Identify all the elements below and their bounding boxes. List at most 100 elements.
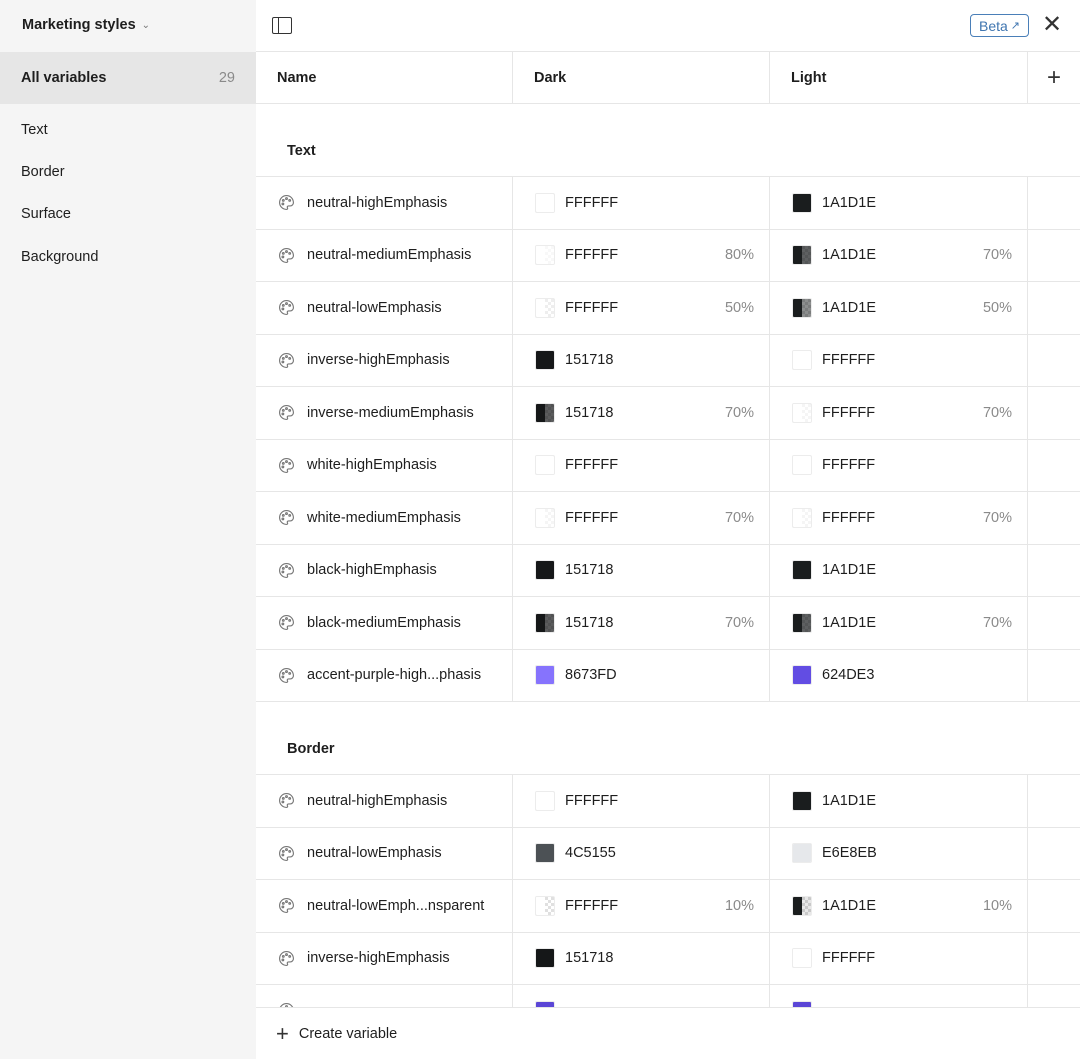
color-swatch[interactable] — [535, 560, 555, 581]
light-value-cell[interactable]: 1A1D1E — [770, 775, 1028, 827]
dark-value-cell[interactable]: 151718 — [513, 932, 770, 984]
dark-value-cell[interactable] — [513, 985, 770, 1007]
variable-name-cell[interactable]: white-mediumEmphasis — [256, 492, 513, 544]
variable-name-cell[interactable]: accent-purple-high...phasis — [256, 649, 513, 701]
color-swatch[interactable] — [792, 507, 812, 528]
dark-value-cell[interactable]: FFFFFF — [513, 439, 770, 491]
variable-name-cell[interactable]: black-highEmphasis — [256, 544, 513, 596]
color-swatch[interactable] — [535, 843, 555, 864]
variable-name-cell[interactable]: inverse-mediumEmphasis — [256, 387, 513, 439]
color-swatch[interactable] — [792, 790, 812, 811]
color-swatch[interactable] — [792, 297, 812, 318]
color-swatch[interactable] — [535, 245, 555, 266]
dark-value-cell[interactable]: 151718 70% — [513, 597, 770, 649]
beta-badge[interactable]: Beta ↗ — [970, 14, 1029, 37]
variable-name-cell[interactable]: white-highEmphasis — [256, 439, 513, 491]
dark-value-cell[interactable]: 151718 — [513, 544, 770, 596]
variable-name-cell[interactable]: inverse-highEmphasis — [256, 932, 513, 984]
table-row[interactable] — [256, 985, 1080, 1007]
light-value-cell[interactable]: 624DE3 — [770, 649, 1028, 701]
sidebar-item-border[interactable]: Border — [21, 164, 65, 180]
table-row[interactable]: neutral-lowEmphasis 4C5155 E6E8EB — [256, 827, 1080, 880]
dark-value-cell[interactable]: FFFFFF 70% — [513, 492, 770, 544]
light-value-cell[interactable]: FFFFFF 70% — [770, 492, 1028, 544]
variable-name-cell[interactable]: neutral-lowEmphasis — [256, 827, 513, 879]
variable-name-cell[interactable]: neutral-lowEmph...nsparent — [256, 880, 513, 932]
light-value-cell[interactable] — [770, 985, 1028, 1007]
table-row[interactable]: neutral-lowEmph...nsparent FFFFFF 10% 1A1D1… — [256, 880, 1080, 933]
sidebar-toggle-icon[interactable] — [272, 17, 292, 34]
light-value-cell[interactable]: FFFFFF — [770, 334, 1028, 386]
light-value-cell[interactable]: 1A1D1E 70% — [770, 597, 1028, 649]
table-row[interactable]: neutral-highEmphasis FFFFFF 1A1D1E — [256, 177, 1080, 230]
add-mode-icon[interactable]: + — [1046, 63, 1061, 91]
color-swatch[interactable] — [535, 665, 555, 686]
color-swatch[interactable] — [535, 895, 555, 916]
dark-value-cell[interactable]: 151718 — [513, 334, 770, 386]
color-swatch[interactable] — [792, 1000, 812, 1007]
color-swatch[interactable] — [792, 843, 812, 864]
light-value-cell[interactable]: FFFFFF — [770, 932, 1028, 984]
color-swatch[interactable] — [535, 1000, 555, 1007]
color-swatch[interactable] — [535, 455, 555, 476]
color-swatch[interactable] — [792, 948, 812, 969]
sidebar-item-text[interactable]: Text — [21, 122, 48, 138]
color-swatch[interactable] — [535, 507, 555, 528]
color-swatch[interactable] — [792, 560, 812, 581]
dark-value-cell[interactable]: FFFFFF — [513, 775, 770, 827]
color-swatch[interactable] — [792, 245, 812, 266]
table-row[interactable]: black-mediumEmphasis 151718 70% 1A1D1E 70% — [256, 597, 1080, 650]
table-row[interactable]: inverse-mediumEmphasis 151718 70% FFFFFF 70% — [256, 387, 1080, 440]
color-swatch[interactable] — [535, 297, 555, 318]
dark-value-cell[interactable]: FFFFFF — [513, 177, 770, 229]
color-swatch[interactable] — [535, 790, 555, 811]
table-row[interactable]: white-mediumEmphasis FFFFFF 70% FFFFFF 70% — [256, 492, 1080, 545]
light-value-cell[interactable]: 1A1D1E 10% — [770, 880, 1028, 932]
color-swatch[interactable] — [792, 455, 812, 476]
dark-value-cell[interactable]: FFFFFF 80% — [513, 229, 770, 281]
light-value-cell[interactable]: E6E8EB — [770, 827, 1028, 879]
color-swatch[interactable] — [535, 612, 555, 633]
table-row[interactable]: black-highEmphasis 151718 1A1D1E — [256, 544, 1080, 597]
sidebar-item-all-variables[interactable]: All variables 29 — [0, 52, 256, 104]
dark-value-cell[interactable]: 8673FD — [513, 649, 770, 701]
dark-value-cell[interactable]: FFFFFF 50% — [513, 282, 770, 334]
variable-name-cell[interactable]: inverse-highEmphasis — [256, 334, 513, 386]
light-value-cell[interactable]: 1A1D1E 50% — [770, 282, 1028, 334]
sidebar-item-surface[interactable]: Surface — [21, 206, 71, 222]
table-row[interactable]: neutral-highEmphasis FFFFFF 1A1D1E — [256, 775, 1080, 828]
variable-name-cell[interactable]: neutral-mediumEmphasis — [256, 229, 513, 281]
color-swatch[interactable] — [535, 192, 555, 213]
color-swatch[interactable] — [535, 948, 555, 969]
color-swatch[interactable] — [792, 402, 812, 423]
variable-name-cell[interactable] — [256, 985, 513, 1007]
color-swatch[interactable] — [792, 612, 812, 633]
color-swatch[interactable] — [792, 350, 812, 371]
color-swatch[interactable] — [792, 895, 812, 916]
dark-value-cell[interactable]: 4C5155 — [513, 827, 770, 879]
light-value-cell[interactable]: FFFFFF — [770, 439, 1028, 491]
table-row[interactable]: inverse-highEmphasis 151718 FFFFFF — [256, 932, 1080, 985]
create-variable-button[interactable]: + Create variable — [256, 1007, 1080, 1059]
color-swatch[interactable] — [535, 350, 555, 371]
light-value-cell[interactable]: 1A1D1E — [770, 544, 1028, 596]
column-header-light[interactable]: Light — [770, 52, 1028, 103]
table-row[interactable]: neutral-lowEmphasis FFFFFF 50% 1A1D1E 50% — [256, 282, 1080, 335]
variable-name-cell[interactable]: neutral-highEmphasis — [256, 775, 513, 827]
table-row[interactable]: neutral-mediumEmphasis FFFFFF 80% 1A1D1E 70% — [256, 229, 1080, 282]
collection-dropdown[interactable]: Marketing styles ⌄ — [22, 17, 150, 33]
dark-value-cell[interactable]: FFFFFF 10% — [513, 880, 770, 932]
column-header-dark[interactable]: Dark — [513, 52, 770, 103]
color-swatch[interactable] — [792, 665, 812, 686]
light-value-cell[interactable]: 1A1D1E — [770, 177, 1028, 229]
close-icon[interactable]: ✕ — [1042, 11, 1063, 38]
variable-name-cell[interactable]: neutral-lowEmphasis — [256, 282, 513, 334]
light-value-cell[interactable]: FFFFFF 70% — [770, 387, 1028, 439]
color-swatch[interactable] — [535, 402, 555, 423]
variable-name-cell[interactable]: black-mediumEmphasis — [256, 597, 513, 649]
sidebar-item-background[interactable]: Background — [21, 249, 99, 265]
variable-name-cell[interactable]: neutral-highEmphasis — [256, 177, 513, 229]
light-value-cell[interactable]: 1A1D1E 70% — [770, 229, 1028, 281]
table-row[interactable]: inverse-highEmphasis 151718 FFFFFF — [256, 334, 1080, 387]
table-row[interactable]: white-highEmphasis FFFFFF FFFFFF — [256, 439, 1080, 492]
